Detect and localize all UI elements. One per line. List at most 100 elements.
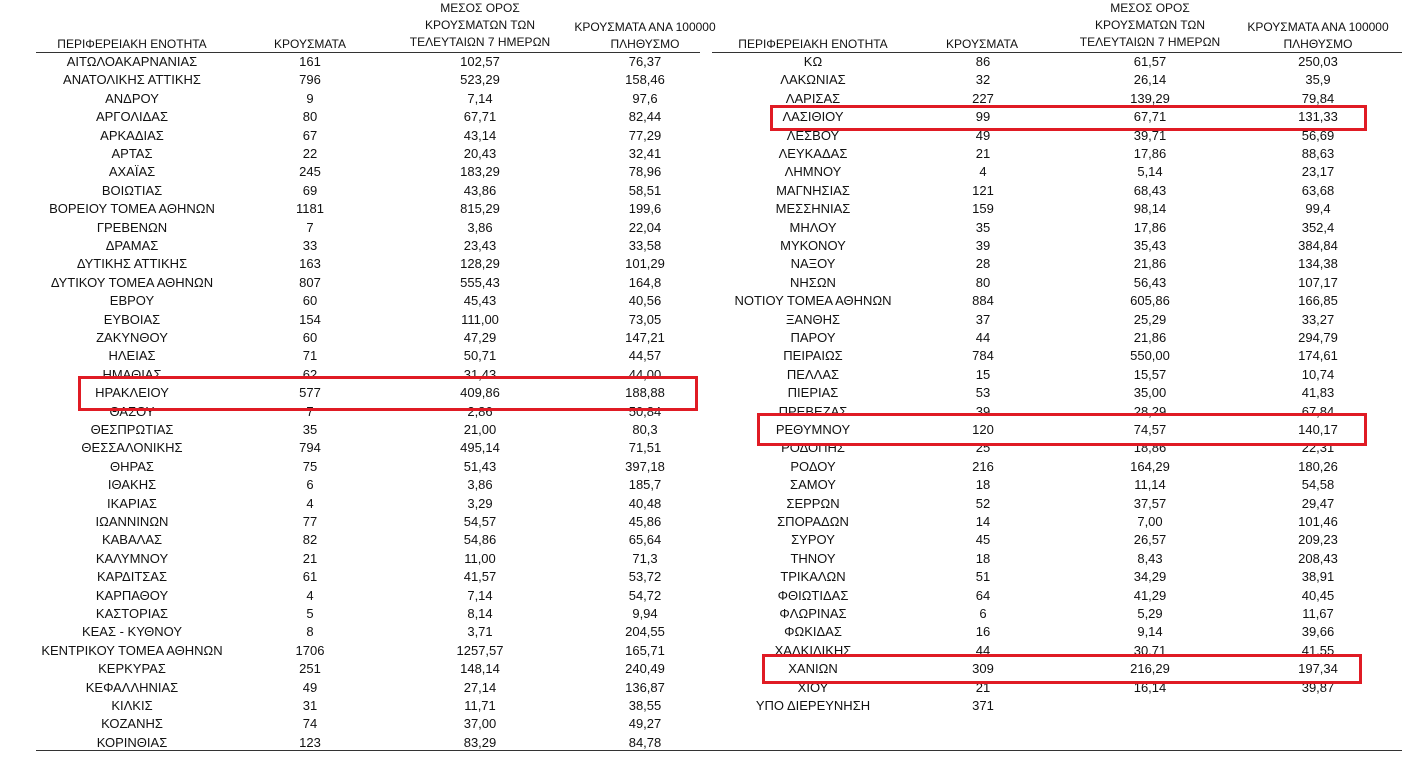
- region-cell: ΖΑΚΥΝΘΟΥ: [96, 330, 168, 345]
- cases-cell: 8: [306, 624, 314, 640]
- region-cell: ΗΡΑΚΛΕΙΟΥ: [95, 385, 169, 401]
- region-cell: ΚΩ: [803, 54, 823, 69]
- table-row: ΛΗΜΝΟΥ 4 5,14 23,17: [0, 163, 1422, 181]
- avg-cell: 41,57: [463, 569, 497, 585]
- table-row: ΘΕΣΠΡΩΤΙΑΣ 35 21,00 80,3: [0, 421, 1422, 439]
- region-cell: ΣΕΡΡΩΝ: [786, 495, 840, 511]
- per100k-cell: 208,43: [1298, 550, 1338, 566]
- per100k-cell: 29,47: [1301, 495, 1335, 511]
- cases-cell: 227: [972, 90, 994, 106]
- table-row: ΚΑΒΑΛΑΣ 82 54,86 65,64: [0, 531, 1422, 549]
- avg-cell: 183,29: [460, 164, 500, 180]
- region-cell: ΓΡΕΒΕΝΩΝ: [96, 219, 168, 235]
- cases-cell: 74: [302, 716, 318, 732]
- cases-cell: 22: [302, 146, 318, 161]
- avg-cell: 5,14: [1137, 164, 1163, 180]
- per100k-cell: 204,55: [625, 624, 665, 640]
- region-cell: ΔΥΤΙΚΟΥ ΤΟΜΕΑ ΑΘΗΝΩΝ: [50, 274, 214, 290]
- cases-cell: 159: [972, 201, 994, 217]
- region-cell: ΑΡΤΑΣ: [111, 146, 153, 161]
- region-cell: ΒΟΡΕΙΟΥ ΤΟΜΕΑ ΑΘΗΝΩΝ: [49, 201, 215, 217]
- avg-cell: 34,29: [1133, 569, 1167, 585]
- per100k-cell: 131,33: [1298, 109, 1338, 125]
- cases-cell: 245: [299, 164, 321, 180]
- table-row: ΛΑΡΙΣΑΣ 227 139,29 79,84: [0, 90, 1422, 108]
- cases-cell: 21: [975, 146, 991, 161]
- table-row: ΑΙΤΩΛΟΑΚΑΡΝΑΝΙΑΣ 161 102,57 76,37: [0, 53, 1422, 71]
- table-row: ΠΕΙΡΑΙΩΣ 784 550,00 174,61: [0, 347, 1422, 365]
- avg-cell: 148,14: [460, 661, 500, 677]
- avg-cell: 68,43: [1133, 182, 1167, 198]
- table-row: ΜΥΚΟΝΟΥ 39 35,43 384,84: [0, 237, 1422, 255]
- avg-cell: 7,00: [1137, 514, 1163, 529]
- cases-cell: 31: [302, 698, 318, 713]
- cases-cell: 6: [979, 606, 987, 621]
- avg-cell: 67,71: [1133, 109, 1167, 125]
- right-header-per100k-line2: ΠΛΗΘΥΣΜΟ: [1283, 37, 1353, 51]
- left-header-per100k: ΚΡΟΥΣΜΑΤΑ ΑΝΑ 100000 ΠΛΗΘΥΣΜΟ: [555, 19, 735, 53]
- avg-cell: 550,00: [1130, 348, 1170, 364]
- per100k-cell: 54,58: [1301, 477, 1335, 493]
- cases-cell: 35: [302, 422, 318, 437]
- per100k-cell: 32,41: [628, 146, 662, 161]
- region-cell: ΦΛΩΡΙΝΑΣ: [779, 606, 847, 621]
- region-cell: ΙΚΑΡΙΑΣ: [107, 495, 157, 511]
- table-row: ΙΚΑΡΙΑΣ 4 3,29 40,48: [0, 495, 1422, 513]
- table-row: ΡΟΔΟΥ 216 164,29 180,26: [0, 458, 1422, 476]
- table-row: ΚΟΖΑΝΗΣ 74 37,00 49,27: [0, 715, 1422, 733]
- region-cell: ΙΩΑΝΝΙΝΩΝ: [95, 514, 169, 529]
- per100k-cell: 63,68: [1301, 182, 1335, 198]
- table-row: ΚΩ 86 61,57 250,03: [0, 53, 1422, 71]
- region-cell: ΦΘΙΩΤΙΔΑΣ: [777, 587, 849, 603]
- avg-cell: 43,14: [463, 127, 497, 143]
- region-cell: ΛΕΣΒΟΥ: [786, 127, 840, 143]
- cases-cell: 32: [975, 72, 991, 88]
- cases-cell: 82: [302, 532, 318, 548]
- avg-cell: 216,29: [1130, 661, 1170, 677]
- cases-cell: 60: [302, 330, 318, 345]
- avg-cell: 50,71: [463, 348, 497, 364]
- per100k-cell: 180,26: [1298, 458, 1338, 474]
- region-cell: ΜΗΛΟΥ: [789, 219, 837, 235]
- per100k-cell: 40,56: [628, 293, 662, 309]
- region-cell: ΚΑΡΠΑΘΟΥ: [95, 587, 169, 603]
- avg-cell: 17,86: [1133, 219, 1167, 235]
- region-cell: ΣΥΡΟΥ: [791, 532, 835, 548]
- cases-cell: 49: [975, 127, 991, 143]
- right-header-region: ΠΕΡΙΦΕΡΕΙΑΚΗ ΕΝΟΤΗΤΑ: [738, 37, 888, 51]
- left-header-region: ΠΕΡΙΦΕΡΕΙΑΚΗ ΕΝΟΤΗΤΑ: [57, 37, 207, 51]
- right-header-avg-line1: ΜΕΣΟΣ ΟΡΟΣ: [1110, 1, 1190, 15]
- per100k-cell: 99,4: [1305, 201, 1331, 217]
- region-cell: ΚΑΡΔΙΤΣΑΣ: [96, 569, 168, 585]
- per100k-cell: 197,34: [1298, 661, 1338, 677]
- cases-cell: 15: [975, 366, 991, 382]
- avg-cell: 139,29: [1130, 90, 1170, 106]
- per100k-cell: 88,63: [1301, 146, 1335, 161]
- avg-cell: 11,14: [1134, 477, 1166, 493]
- table-row: ΦΩΚΙΔΑΣ 16 9,14 39,66: [0, 623, 1422, 641]
- left-header-avg: ΜΕΣΟΣ ΟΡΟΣ ΚΡΟΥΣΜΑΤΩΝ ΤΩΝ ΤΕΛΕΥΤΑΙΩΝ 7 Η…: [385, 0, 575, 51]
- avg-cell: 35,43: [1133, 238, 1167, 253]
- cases-cell: 69: [302, 182, 318, 198]
- left-header-cases: ΚΡΟΥΣΜΑΤΑ: [274, 37, 346, 51]
- per100k-cell: 71,3: [632, 550, 658, 566]
- region-cell: ΚΕΦΑΛΛΗΝΙΑΣ: [85, 679, 179, 695]
- avg-cell: 17,86: [1133, 146, 1167, 161]
- per100k-cell: 397,18: [625, 458, 665, 474]
- table-row: ΔΥΤΙΚΗΣ ΑΤΤΙΚΗΣ 163 128,29 101,29: [0, 255, 1422, 273]
- left-header-rule: [36, 52, 700, 53]
- avg-cell: 56,43: [1133, 274, 1167, 290]
- per100k-cell: 294,79: [1298, 330, 1338, 345]
- region-cell: ΚΙΛΚΙΣ: [111, 698, 153, 713]
- table-row: ΚΕΦΑΛΛΗΝΙΑΣ 49 27,14 136,87: [0, 679, 1422, 697]
- avg-cell: 1257,57: [456, 642, 504, 658]
- region-cell: ΚΕΡΚΥΡΑΣ: [98, 661, 166, 677]
- cases-cell: 64: [975, 587, 991, 603]
- region-cell: ΠΕΙΡΑΙΩΣ: [783, 348, 843, 364]
- per100k-cell: 199,6: [628, 201, 662, 217]
- table-row: ΙΩΑΝΝΙΝΩΝ 77 54,57 45,86: [0, 513, 1422, 531]
- per100k-cell: 58,51: [628, 182, 662, 198]
- region-cell: ΒΟΙΩΤΙΑΣ: [101, 182, 163, 198]
- table-row: ΚΑΡΔΙΤΣΑΣ 61 41,57 53,72: [0, 568, 1422, 586]
- cases-cell: 154: [299, 311, 321, 327]
